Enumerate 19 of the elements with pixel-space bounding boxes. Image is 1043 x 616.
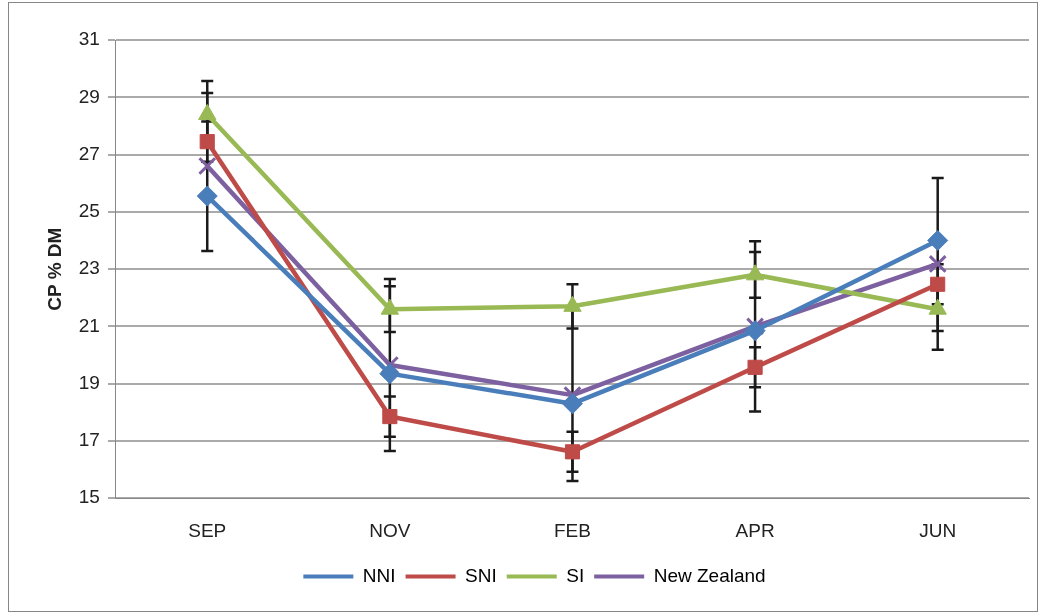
x-tick-label: APR: [735, 519, 775, 541]
y-tick-label: 17: [78, 429, 100, 451]
y-tick-label: 27: [78, 142, 100, 164]
y-tick-label: 23: [78, 257, 100, 279]
y-tick-label: 25: [78, 200, 100, 222]
legend-label: SI: [566, 564, 585, 586]
y-tick-label: 21: [78, 314, 100, 336]
y-tick-label: 15: [78, 486, 100, 508]
x-tick-label: FEB: [553, 519, 591, 541]
legend-label: SNI: [465, 564, 497, 586]
y-tick-label: 31: [78, 28, 100, 50]
x-tick-label: NOV: [369, 519, 411, 541]
x-tick-label: SEP: [188, 519, 227, 541]
y-axis-title: CP % DM: [43, 227, 65, 311]
x-tick-label: JUN: [919, 519, 957, 541]
y-tick-label: 29: [78, 85, 100, 107]
legend-label: NNI: [362, 564, 396, 586]
y-tick-label: 19: [78, 371, 100, 393]
legend-label: New Zealand: [653, 564, 766, 586]
